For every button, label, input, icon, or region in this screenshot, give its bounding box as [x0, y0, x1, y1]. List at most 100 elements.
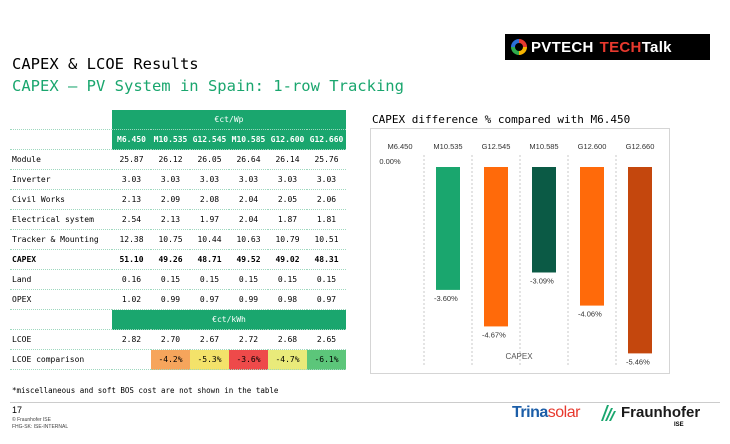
fraunhofer-mark-icon: [601, 405, 616, 421]
table-row: CAPEX 51.10 49.26 48.71 49.52 49.02 48.31: [10, 249, 346, 270]
table-cell: 3.03: [190, 169, 229, 190]
table-row: Tracker & Mounting 12.38 10.75 10.44 10.63 10…: [10, 229, 346, 250]
comparison-cell: -6.1%: [307, 349, 346, 370]
column-header: G12.600: [268, 129, 307, 150]
table-row: Electrical system 2.54 2.13 1.97 2.04 1.87 1.8…: [10, 209, 346, 230]
table-cell: 10.44: [190, 229, 229, 250]
table-cell: 2.54: [112, 209, 151, 230]
page-title: CAPEX & LCOE Results: [12, 55, 199, 73]
row-label: Electrical system: [10, 209, 112, 230]
chart-title: CAPEX difference % compared with M6.450: [372, 113, 631, 126]
category-label: M10.585: [529, 142, 558, 151]
table-cell: 2.13: [112, 189, 151, 210]
table-cell: 49.26: [151, 249, 190, 270]
column-header: G12.545: [190, 129, 229, 150]
table-unit-row-lcoe: €ct/kWh: [10, 309, 346, 330]
capex-table: €ct/Wp M6.450 M10.535 G12.545 M10.585 G12.600…: [10, 110, 346, 370]
table-cell: 51.10: [112, 249, 151, 270]
ise-text: ISE: [674, 422, 684, 428]
category-label: G12.545: [482, 142, 511, 151]
data-label: -4.67%: [482, 330, 506, 339]
row-label: Land: [10, 269, 112, 290]
footer-divider: [10, 402, 720, 403]
copyright: © Fraunhofer ISE: [12, 417, 51, 423]
column-header: M10.535: [151, 129, 190, 150]
page-number: 17: [12, 405, 23, 415]
data-label: -5.46%: [626, 357, 650, 366]
column-header: G12.660: [307, 129, 346, 150]
pvtech-techtalk-logo: PVTECH TECH Talk: [505, 34, 710, 60]
row-label: LCOE comparison: [10, 349, 112, 370]
column-header: M10.585: [229, 129, 268, 150]
table-cell: 10.63: [229, 229, 268, 250]
data-label: -3.60%: [434, 294, 458, 303]
table-cell: 0.15: [268, 269, 307, 290]
fraunhofer-text: Fraunhofer: [621, 404, 701, 421]
row-label: Tracker & Mounting: [10, 229, 112, 250]
unit-header-capex: €ct/Wp: [112, 110, 346, 130]
table-row-lcoe-comparison: LCOE comparison -4.2% -5.3% -3.6% -4.7% -6.1%: [10, 349, 346, 370]
table-cell: 26.05: [190, 149, 229, 170]
table-cell: 0.98: [268, 289, 307, 310]
table-cell: 10.79: [268, 229, 307, 250]
bar: [532, 167, 556, 273]
table-cell: 3.03: [229, 169, 268, 190]
pvtech-ring-icon: [511, 39, 527, 55]
footnote: *miscellaneous and soft BOS cost are not…: [12, 386, 279, 395]
table-cell: 26.64: [229, 149, 268, 170]
table-cell: 2.68: [268, 329, 307, 350]
table-cell: 1.81: [307, 209, 346, 230]
table-cell: 0.99: [151, 289, 190, 310]
table-cell: 2.06: [307, 189, 346, 210]
chart-svg: M6.450 0.00% M10.535 -3.60% G12.545 -4.67% M10…: [379, 142, 655, 366]
table-cell: 12.38: [112, 229, 151, 250]
table-row: OPEX 1.02 0.99 0.97 0.99 0.98 0.97: [10, 289, 346, 310]
table-row: Civil Works 2.13 2.09 2.08 2.04 2.05 2.06: [10, 189, 346, 210]
table-cell: 10.51: [307, 229, 346, 250]
column-header: M6.450: [112, 129, 151, 150]
row-label: LCOE: [10, 329, 112, 350]
table-cell: 2.65: [307, 329, 346, 350]
bar: [484, 167, 508, 327]
category-label: G12.600: [578, 142, 607, 151]
empty-cell: [10, 309, 112, 330]
unit-header-lcoe: €ct/kWh: [112, 309, 346, 330]
table-cell: 2.70: [151, 329, 190, 350]
table-cell: 26.14: [268, 149, 307, 170]
data-label: -3.09%: [530, 276, 554, 285]
table-cell: 0.15: [229, 269, 268, 290]
table-cell: 0.15: [190, 269, 229, 290]
row-label: Inverter: [10, 169, 112, 190]
table-cell: 49.52: [229, 249, 268, 270]
classification: FHG-SK: ISE-INTERNAL: [12, 424, 69, 430]
bar: [580, 167, 604, 306]
page-subtitle: CAPEX – PV System in Spain: 1-row Tracki…: [12, 77, 404, 95]
table-cell: 10.75: [151, 229, 190, 250]
table-cell: 1.02: [112, 289, 151, 310]
comparison-cell: [112, 349, 151, 370]
row-label: Civil Works: [10, 189, 112, 210]
table-cell: 0.97: [307, 289, 346, 310]
table-cell: 2.13: [151, 209, 190, 230]
logo-text-pvtech: PVTECH: [531, 38, 594, 56]
table-column-header-row: M6.450 M10.535 G12.545 M10.585 G12.600 G12.66…: [10, 129, 346, 150]
table-cell: 0.15: [307, 269, 346, 290]
empty-cell: [10, 129, 112, 150]
x-axis-label: CAPEX: [505, 352, 533, 361]
category-label: M6.450: [387, 142, 412, 151]
table-cell: 1.97: [190, 209, 229, 230]
table-cell: 2.82: [112, 329, 151, 350]
data-label: 0.00%: [379, 157, 401, 166]
category-label: M10.535: [433, 142, 462, 151]
row-label: OPEX: [10, 289, 112, 310]
table-cell: 0.16: [112, 269, 151, 290]
table-cell: 25.76: [307, 149, 346, 170]
table-cell: 2.05: [268, 189, 307, 210]
table-cell: 0.97: [190, 289, 229, 310]
category-label: G12.660: [626, 142, 655, 151]
table-row: Land 0.16 0.15 0.15 0.15 0.15 0.15: [10, 269, 346, 290]
empty-cell: [10, 110, 112, 130]
table-cell: 48.71: [190, 249, 229, 270]
capex-difference-chart: M6.450 0.00% M10.535 -3.60% G12.545 -4.67% M10…: [370, 128, 670, 374]
table-cell: 2.67: [190, 329, 229, 350]
